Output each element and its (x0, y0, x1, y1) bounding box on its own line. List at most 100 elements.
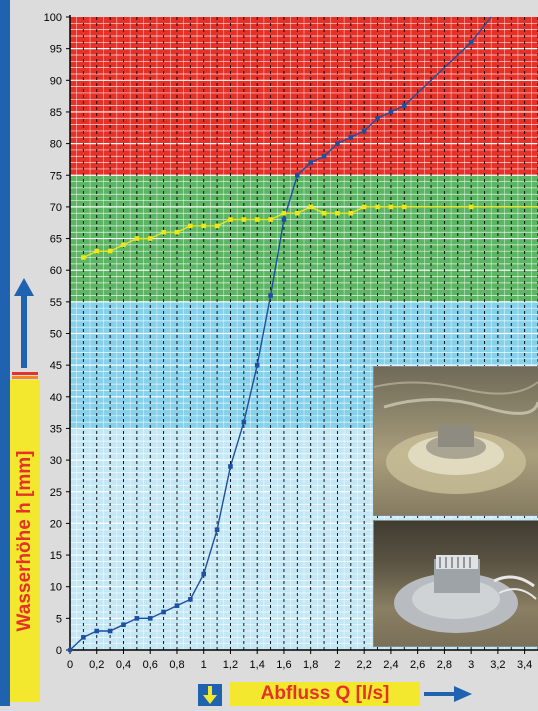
y-tick-label: 30 (50, 455, 62, 467)
ylabel-box (10, 380, 40, 702)
x-tick-label: 2 (334, 659, 340, 671)
y-tick-label: 75 (50, 170, 62, 182)
series-point-0 (268, 293, 273, 298)
x-tick-label: 3,2 (490, 659, 505, 671)
y-tick-label: 40 (50, 392, 62, 404)
series-point-0 (321, 153, 327, 159)
series-point-1 (121, 242, 126, 248)
series-point-1 (188, 223, 193, 229)
series-point-0 (308, 160, 313, 165)
series-point-0 (81, 635, 86, 640)
series-point-1 (214, 223, 220, 229)
x-tick-label: 0 (67, 659, 73, 671)
x-tick-label: 0,8 (169, 659, 184, 671)
y-tick-label: 5 (56, 613, 62, 625)
y-tick-label: 70 (50, 202, 62, 214)
y-tick-label: 100 (44, 12, 62, 24)
series-point-0 (295, 172, 300, 178)
x-tick-label: 2,6 (410, 659, 425, 671)
series-point-0 (201, 571, 207, 577)
xlabel-box: Abfluss Q [l/s] (230, 682, 420, 706)
y-tick-label: 55 (50, 297, 62, 309)
series-point-0 (67, 647, 73, 653)
series-point-0 (121, 622, 126, 627)
y-tick-label: 25 (50, 487, 62, 499)
arrow-up-icon (14, 278, 34, 368)
left-frame-bar (0, 0, 10, 706)
x-tick-label: 2,2 (357, 659, 372, 671)
y-axis-label: Wasserhöhe h [mm] (14, 450, 35, 632)
series-point-1 (348, 210, 354, 216)
y-tick-label: 80 (50, 139, 62, 151)
x-tick-label: 1,4 (250, 659, 265, 671)
y-tick-label: 90 (50, 75, 62, 87)
x-axis-label: Abfluss Q [l/s] (260, 683, 390, 704)
y-tick-label: 95 (50, 44, 62, 56)
y-tick-label: 20 (50, 518, 62, 530)
y-tick-label: 0 (56, 645, 62, 657)
series-point-0 (134, 616, 140, 621)
series-point-1 (268, 217, 273, 222)
series-point-1 (147, 236, 153, 241)
series-point-0 (375, 115, 380, 121)
series-point-1 (361, 204, 367, 210)
series-point-1 (254, 217, 260, 222)
series-point-0 (214, 527, 220, 533)
y-tick-label: 60 (50, 265, 62, 277)
x-tick-label: 1 (201, 659, 207, 671)
series-point-0 (388, 109, 394, 115)
y-tick-label: 65 (50, 234, 62, 246)
series-point-1 (468, 204, 474, 210)
series-point-1 (335, 210, 340, 216)
y-tick-label: 10 (50, 582, 62, 594)
series-point-0 (401, 103, 407, 108)
series-point-1 (161, 229, 166, 235)
x-tick-label: 1,6 (276, 659, 291, 671)
series-point-0 (361, 128, 367, 134)
series-point-0 (335, 141, 340, 146)
series-point-0 (228, 464, 233, 469)
series-point-0 (107, 628, 113, 634)
x-tick-label: 3 (468, 659, 474, 671)
series-point-0 (188, 597, 193, 602)
series-point-0 (174, 603, 180, 608)
series-point-0 (281, 217, 287, 222)
series-point-1 (81, 255, 86, 260)
series-point-0 (348, 134, 354, 140)
series-point-0 (94, 628, 100, 634)
series-point-1 (295, 210, 300, 216)
photo-drain-flowing (373, 366, 538, 516)
x-tick-label: 0,2 (89, 659, 104, 671)
y-tick-label: 45 (50, 360, 62, 372)
series-point-1 (375, 204, 380, 210)
series-point-1 (308, 204, 313, 210)
x-tick-label: 3,4 (517, 659, 532, 671)
x-tick-label: 0,6 (143, 659, 158, 671)
series-point-1 (281, 210, 287, 216)
photo-drain-dry (373, 520, 538, 647)
series-point-1 (201, 223, 207, 229)
series-point-1 (388, 204, 394, 210)
series-point-1 (107, 248, 113, 254)
x-tick-label: 0,4 (116, 659, 131, 671)
series-point-1 (228, 217, 233, 222)
series-point-1 (321, 210, 327, 216)
x-tick-label: 1,2 (223, 659, 238, 671)
series-line-0 (69, 16, 492, 651)
series-point-1 (94, 248, 100, 254)
series-point-0 (254, 362, 260, 368)
arrow-down-icon (198, 684, 222, 706)
series-point-1 (401, 204, 407, 210)
y-tick-label: 85 (50, 107, 62, 119)
series-point-1 (174, 229, 180, 235)
series-point-0 (241, 419, 247, 425)
arrow-right-icon (424, 686, 472, 702)
x-tick-label: 2,8 (437, 659, 452, 671)
series-point-0 (161, 609, 166, 615)
x-tick-label: 2,4 (383, 659, 398, 671)
y-tick-label: 35 (50, 423, 62, 435)
series-point-1 (134, 236, 140, 241)
series-point-1 (241, 217, 247, 222)
x-tick-label: 1,8 (303, 659, 318, 671)
